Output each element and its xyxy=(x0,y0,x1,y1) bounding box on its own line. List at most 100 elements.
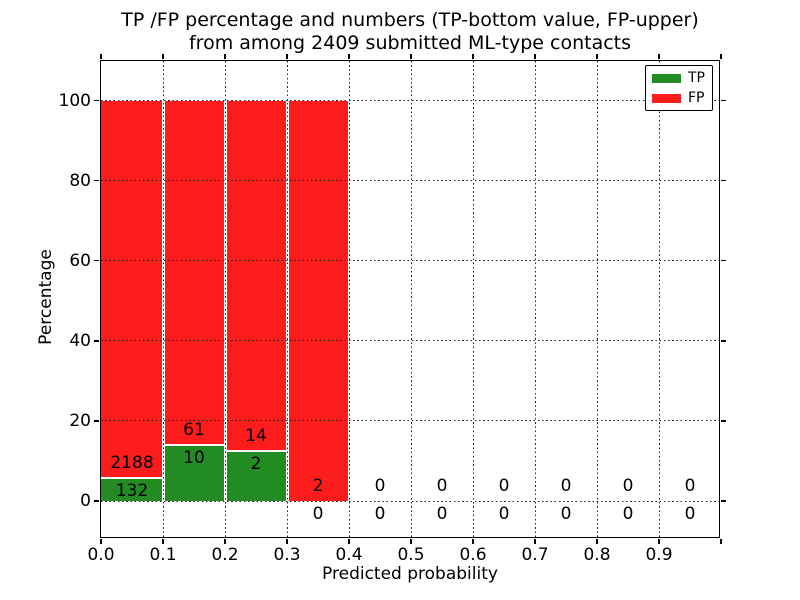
v-gridline xyxy=(534,61,536,537)
x-tick-mark xyxy=(472,539,474,544)
chart-title-line2: from among 2409 submitted ML-type contac… xyxy=(188,32,632,54)
fp-count-label: 2 xyxy=(312,476,324,496)
legend-row-fp: FP xyxy=(652,91,706,105)
y-tick-mark xyxy=(721,340,726,342)
v-gridline xyxy=(348,61,350,537)
x-tick-mark xyxy=(348,54,350,59)
fp-count-label: 2188 xyxy=(110,453,154,474)
legend-label-tp: TP xyxy=(688,70,705,86)
legend-label-fp: FP xyxy=(688,90,705,106)
bar-segment-fp xyxy=(101,100,163,479)
x-tick-mark xyxy=(720,539,722,544)
fp-count-label: 0 xyxy=(684,476,696,496)
x-tick-mark xyxy=(100,539,102,544)
y-tick-mark xyxy=(94,500,99,502)
x-tick-mark xyxy=(596,54,598,59)
v-gridline xyxy=(162,61,164,537)
x-tick-mark xyxy=(162,539,164,544)
x-tick-label: 0.5 xyxy=(397,545,425,565)
tp-count-label: 0 xyxy=(312,504,324,524)
tp-count-label: 0 xyxy=(684,504,696,524)
legend-row-tp: TP xyxy=(652,71,706,85)
x-tick-mark xyxy=(224,539,226,544)
y-tick-mark xyxy=(721,99,726,102)
fp-count-label: 14 xyxy=(245,425,267,446)
bar-edge xyxy=(225,449,287,452)
h-gridline xyxy=(101,340,719,342)
x-tick-mark xyxy=(286,54,288,59)
v-gridline xyxy=(410,61,412,537)
fp-count-label: 61 xyxy=(183,419,205,440)
bar-segment-fp xyxy=(163,100,225,445)
x-tick-label: 0.6 xyxy=(459,545,487,565)
y-tick-mark xyxy=(94,420,99,422)
x-tick-label: 0.4 xyxy=(335,545,363,565)
tp-count-label: 132 xyxy=(115,481,149,502)
tp-count-label: 0 xyxy=(374,504,386,524)
x-tick-label: 0.3 xyxy=(273,545,301,565)
x-tick-label: 0.9 xyxy=(645,545,673,565)
fp-count-label: 0 xyxy=(560,476,572,496)
bar-segment-tp xyxy=(225,450,287,501)
fp-count-label: 0 xyxy=(622,476,634,496)
x-tick-mark xyxy=(658,539,660,544)
x-tick-mark xyxy=(410,539,412,544)
chart-title: TP /FP percentage and numbers (TP-bottom… xyxy=(100,9,720,55)
x-tick-label: 0.8 xyxy=(583,545,611,565)
x-tick-mark xyxy=(348,539,350,544)
tp-count-label: 0 xyxy=(436,504,448,524)
tp-count-label: 0 xyxy=(498,504,510,524)
bar-edge xyxy=(163,443,225,446)
x-tick-label: 0.7 xyxy=(521,545,549,565)
x-tick-label: 0.0 xyxy=(87,545,115,565)
x-tick-mark xyxy=(162,54,164,59)
x-tick-mark xyxy=(596,539,598,544)
bar-segment-tp xyxy=(101,478,163,501)
y-tick-label: 0 xyxy=(80,491,91,511)
x-tick-mark xyxy=(100,54,102,59)
bar-segment-tp xyxy=(163,444,225,501)
v-gridline xyxy=(286,61,288,537)
y-tick-mark xyxy=(721,500,726,502)
fp-count-label: 0 xyxy=(498,476,510,496)
h-gridline xyxy=(101,180,719,182)
y-tick-label: 20 xyxy=(69,410,91,431)
v-gridline xyxy=(596,61,598,537)
h-gridline xyxy=(101,420,719,422)
h-gridline xyxy=(101,100,719,101)
tp-count-label: 2 xyxy=(250,453,262,474)
y-tick-mark xyxy=(94,99,99,102)
fp-swatch-icon xyxy=(652,93,681,103)
x-tick-mark xyxy=(534,54,536,59)
x-tick-mark xyxy=(472,54,474,59)
x-tick-mark xyxy=(534,539,536,544)
v-gridline xyxy=(658,61,660,537)
tp-count-label: 10 xyxy=(183,447,205,468)
y-tick-mark xyxy=(721,179,726,182)
y-tick-mark xyxy=(94,259,99,262)
tp-count-label: 0 xyxy=(622,504,634,524)
y-tick-mark xyxy=(721,420,726,422)
v-gridline xyxy=(224,61,226,537)
x-tick-label: 0.1 xyxy=(149,545,177,565)
bar-edge xyxy=(101,477,163,480)
h-gridline xyxy=(101,260,719,262)
y-tick-label: 60 xyxy=(69,250,91,271)
x-tick-mark xyxy=(410,54,412,59)
fp-count-label: 0 xyxy=(374,476,386,496)
v-gridline xyxy=(472,61,474,537)
chart-title-line1: TP /FP percentage and numbers (TP-bottom… xyxy=(121,9,699,31)
y-tick-label: 80 xyxy=(69,170,91,191)
fp-count-label: 0 xyxy=(436,476,448,496)
plot-area: TP FP 2188 132 61 10 14 2 2 0 0 0 0 0 0 0 0 0 0 0 0 0 0 20 40 6… xyxy=(59,54,726,564)
y-tick-label: 100 xyxy=(58,90,91,111)
tp-swatch-icon xyxy=(652,73,681,83)
bar-segment-fp xyxy=(225,100,287,451)
tp-count-label: 0 xyxy=(560,504,572,524)
legend: TP FP xyxy=(645,65,713,111)
x-tick-mark xyxy=(720,54,722,59)
x-tick-label: 0.2 xyxy=(211,545,239,565)
y-tick-mark xyxy=(94,340,99,342)
bar-segment-fp xyxy=(287,100,349,501)
